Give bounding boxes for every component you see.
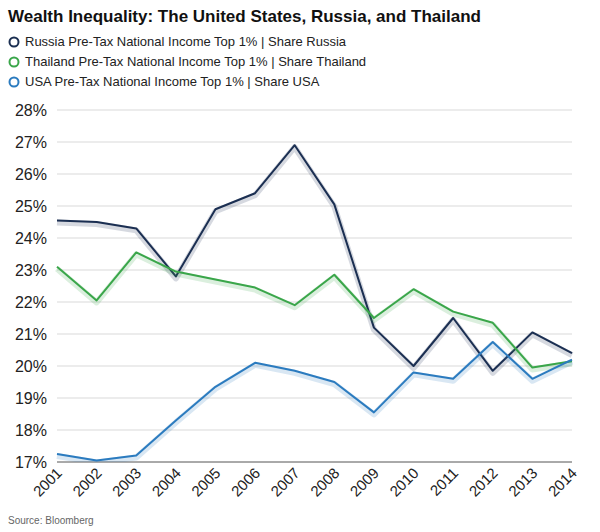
grid-line <box>57 302 572 303</box>
y-axis-line <box>57 110 58 462</box>
line-shadow <box>57 344 572 462</box>
y-tick-label: 28% <box>15 102 47 119</box>
title: Wealth Inequality: The United States, Ru… <box>8 7 481 26</box>
x-tick-label: 2004 <box>148 464 184 500</box>
legend-marker <box>10 58 19 67</box>
series-line <box>57 342 572 460</box>
grid-line <box>57 366 572 367</box>
x-tick-label: 2013 <box>505 464 541 500</box>
y-tick-label: 17% <box>15 454 47 471</box>
series-group <box>57 145 572 462</box>
y-tick-label: 26% <box>15 166 47 183</box>
grid-line <box>57 270 572 271</box>
y-tick-label: 25% <box>15 198 47 215</box>
x-tick-label: 2003 <box>109 464 145 500</box>
x-tick-label: 2007 <box>267 464 303 500</box>
legend-entry: Russia Pre-Tax National Income Top 1% | … <box>10 34 347 49</box>
legend-marker <box>10 78 19 87</box>
x-tick-label: 2014 <box>545 464 581 500</box>
y-tick-label: 21% <box>15 326 47 343</box>
x-tick-label: 2008 <box>307 464 343 500</box>
x-tick-label: 2009 <box>346 464 382 500</box>
grid-line <box>57 206 572 207</box>
y-tick-label: 23% <box>15 262 47 279</box>
source: Source: Bloomberg <box>8 515 94 526</box>
grid-line <box>57 238 572 239</box>
y-tick-label: 19% <box>15 390 47 407</box>
y-tick-label: 22% <box>15 294 47 311</box>
y-tick-label: 18% <box>15 422 47 439</box>
chart: Wealth Inequality: The United States, Ru… <box>0 0 600 532</box>
x-tick-label: 2010 <box>386 464 422 500</box>
x-tick-label: 2006 <box>228 464 264 500</box>
line-shadow <box>57 147 572 373</box>
y-tick-label: 27% <box>15 134 47 151</box>
x-tick-label: 2011 <box>426 464 461 499</box>
line-shadow <box>57 254 572 369</box>
x-tick-label: 2001 <box>30 464 66 500</box>
series-line <box>57 252 572 367</box>
grid-line <box>57 462 572 463</box>
y-tick-label: 24% <box>15 230 47 247</box>
legend-label: USA Pre-Tax National Income Top 1% | Sha… <box>25 74 320 89</box>
x-tick-label: 2012 <box>465 464 501 500</box>
legend-label: Russia Pre-Tax National Income Top 1% | … <box>25 34 347 49</box>
grid-line <box>57 110 572 111</box>
series-line <box>57 145 572 371</box>
legend-marker <box>10 38 19 47</box>
x-tick-label: 2005 <box>188 464 224 500</box>
legend-label: Thailand Pre-Tax National Income Top 1% … <box>25 54 366 69</box>
grid-line <box>57 430 572 431</box>
grid-line <box>57 334 572 335</box>
y-tick-label: 20% <box>15 358 47 375</box>
grid-line <box>57 142 572 143</box>
grid-line <box>57 398 572 399</box>
x-tick-label: 2002 <box>69 464 105 500</box>
legend-entry: Thailand Pre-Tax National Income Top 1% … <box>10 54 367 69</box>
legend-entry: USA Pre-Tax National Income Top 1% | Sha… <box>10 74 320 89</box>
